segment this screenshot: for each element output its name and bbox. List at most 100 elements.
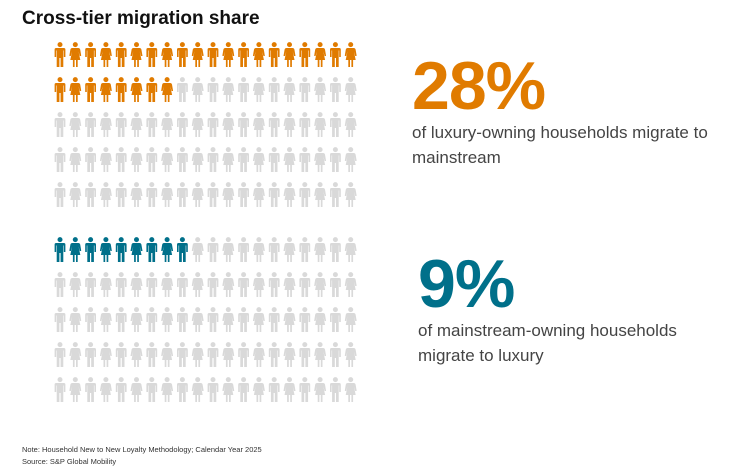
chart-title: Cross-tier migration share xyxy=(22,8,260,29)
person-icon xyxy=(252,147,265,172)
person-icon xyxy=(268,272,280,297)
person-icon xyxy=(161,147,174,172)
person-icon xyxy=(146,182,158,207)
person-icon xyxy=(54,147,66,172)
person-icon xyxy=(207,77,219,102)
person-icon xyxy=(330,147,341,172)
person-icon xyxy=(85,272,96,297)
person-icon-highlighted xyxy=(54,77,66,102)
person-icon-highlighted xyxy=(191,42,204,67)
footnote-source: Source: S&P Global Mobility xyxy=(22,457,117,466)
person-icon xyxy=(161,112,174,137)
person-icon xyxy=(222,377,235,402)
person-icon-highlighted xyxy=(115,237,127,262)
person-icon xyxy=(314,77,327,102)
person-icon xyxy=(54,272,66,297)
person-icon xyxy=(191,377,204,402)
person-icon xyxy=(207,342,219,367)
person-icon xyxy=(191,342,204,367)
person-icon xyxy=(314,342,327,367)
person-icon xyxy=(191,182,204,207)
person-icon xyxy=(238,272,249,297)
person-icon-highlighted xyxy=(161,42,174,67)
person-icon xyxy=(146,272,158,297)
person-icon xyxy=(330,112,341,137)
person-icon xyxy=(238,342,249,367)
person-icon xyxy=(252,272,265,297)
person-icon xyxy=(69,182,82,207)
person-icon xyxy=(177,182,188,207)
person-icon xyxy=(344,112,357,137)
person-icon xyxy=(177,112,188,137)
person-icon xyxy=(207,307,219,332)
person-icon xyxy=(85,342,96,367)
person-icon-highlighted xyxy=(146,77,158,102)
person-icon xyxy=(54,112,66,137)
person-icon xyxy=(85,377,96,402)
person-icon xyxy=(99,307,112,332)
person-icon xyxy=(146,112,158,137)
person-icon xyxy=(130,307,143,332)
person-icon xyxy=(115,342,127,367)
person-icon xyxy=(344,272,357,297)
person-icon-highlighted xyxy=(69,42,82,67)
person-icon xyxy=(222,182,235,207)
footnote-note: Note: Household New to New Loyalty Metho… xyxy=(22,445,262,454)
person-icon xyxy=(344,237,357,262)
person-icon-highlighted xyxy=(99,77,112,102)
person-icon xyxy=(161,377,174,402)
person-icon xyxy=(207,147,219,172)
person-icon xyxy=(99,377,112,402)
person-icon-highlighted xyxy=(161,77,174,102)
luxury-description: of luxury-owning households migrate to m… xyxy=(412,123,708,167)
person-icon xyxy=(115,147,127,172)
person-icon xyxy=(283,237,296,262)
person-icon xyxy=(115,182,127,207)
person-icon xyxy=(252,307,265,332)
person-icon-highlighted xyxy=(330,42,341,67)
person-icon xyxy=(222,112,235,137)
person-icon xyxy=(69,342,82,367)
person-icon xyxy=(222,272,235,297)
person-icon xyxy=(222,307,235,332)
person-icon xyxy=(344,377,357,402)
person-icon xyxy=(344,147,357,172)
person-icon-highlighted xyxy=(299,42,311,67)
person-icon xyxy=(115,272,127,297)
person-icon-highlighted xyxy=(54,237,66,262)
person-icon-highlighted xyxy=(222,42,235,67)
person-icon xyxy=(299,112,311,137)
person-icon-highlighted xyxy=(146,237,158,262)
mainstream-pictogram xyxy=(54,237,357,402)
person-icon xyxy=(330,237,341,262)
person-icon xyxy=(222,342,235,367)
person-icon-highlighted xyxy=(161,237,174,262)
person-icon xyxy=(283,272,296,297)
person-icon xyxy=(314,112,327,137)
person-icon xyxy=(238,307,249,332)
person-icon-highlighted xyxy=(177,42,188,67)
person-icon xyxy=(330,77,341,102)
person-icon xyxy=(330,377,341,402)
person-icon xyxy=(69,307,82,332)
person-icon xyxy=(177,342,188,367)
person-icon xyxy=(252,112,265,137)
person-icon-highlighted xyxy=(344,42,357,67)
person-icon xyxy=(130,182,143,207)
person-icon xyxy=(69,147,82,172)
person-icon xyxy=(268,147,280,172)
person-icon xyxy=(268,237,280,262)
person-icon xyxy=(283,112,296,137)
person-icon xyxy=(99,272,112,297)
mainstream-description: of mainstream-owning households migrate … xyxy=(418,321,677,365)
person-icon-highlighted xyxy=(69,237,82,262)
person-icon xyxy=(146,377,158,402)
person-icon xyxy=(115,112,127,137)
person-icon xyxy=(69,112,82,137)
person-icon xyxy=(177,272,188,297)
person-icon xyxy=(191,307,204,332)
person-icon xyxy=(130,377,143,402)
person-icon xyxy=(299,272,311,297)
person-icon xyxy=(299,147,311,172)
